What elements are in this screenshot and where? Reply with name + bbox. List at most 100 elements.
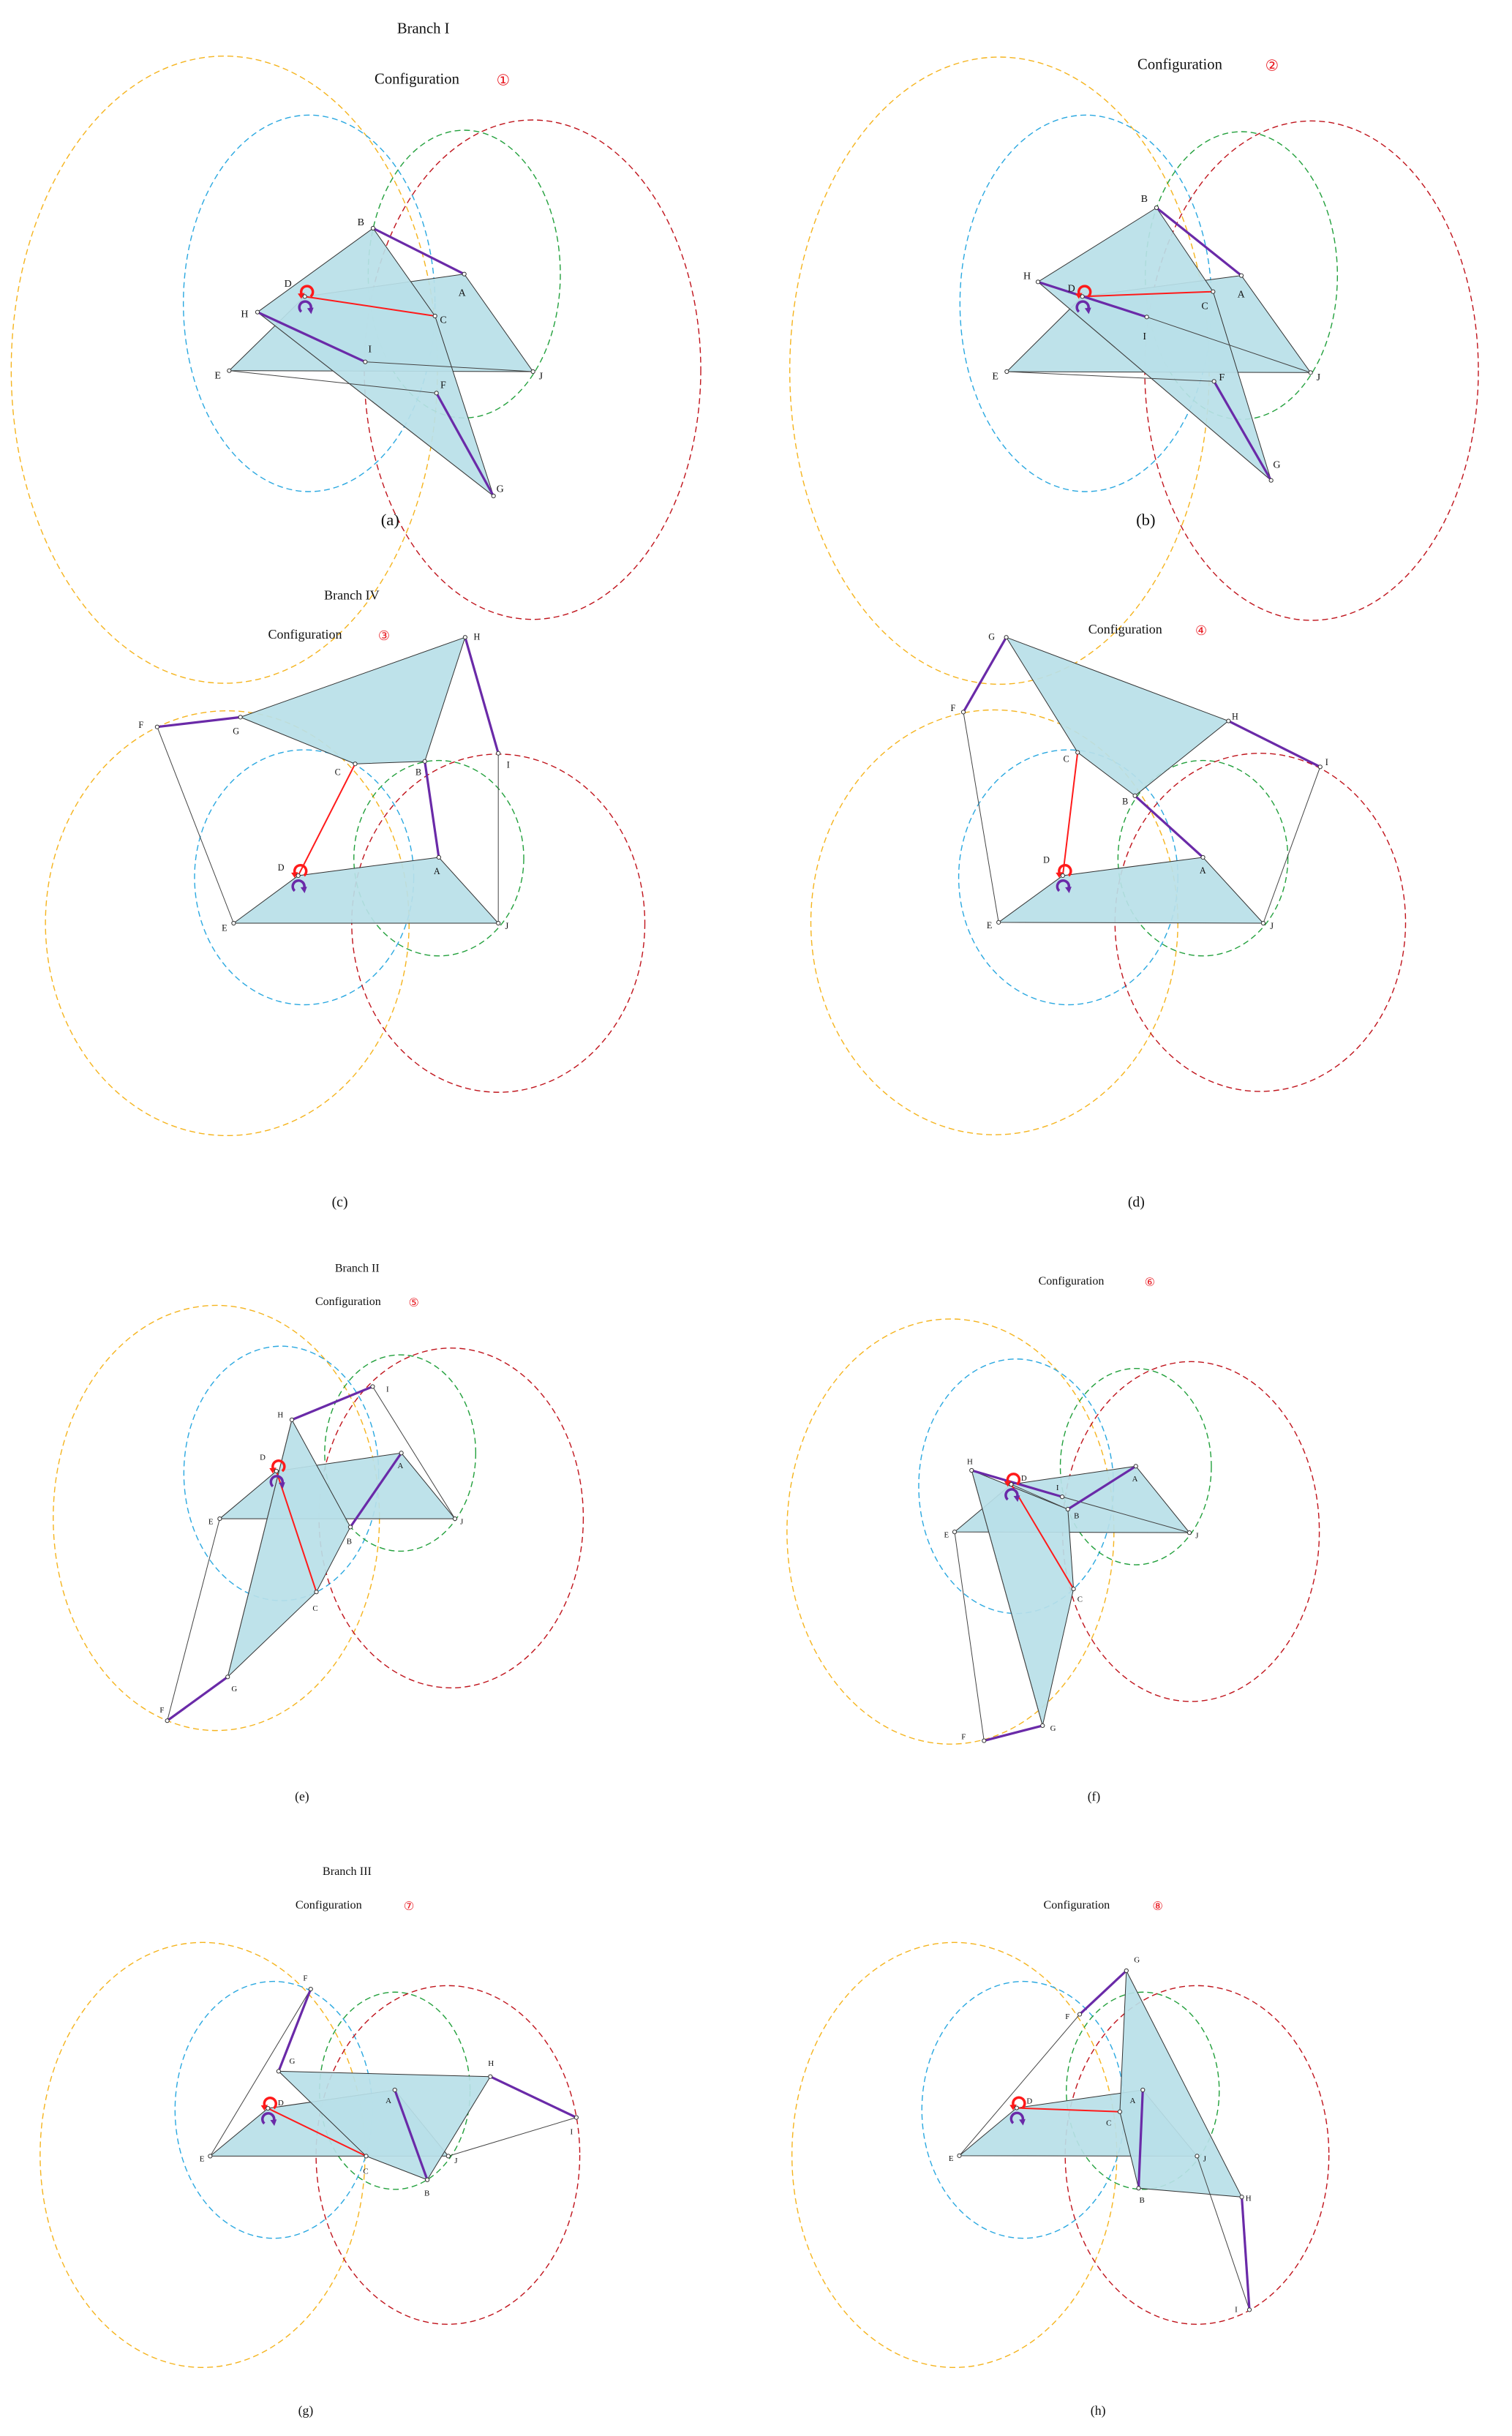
joint-label-f: F — [138, 720, 143, 730]
link-hg — [257, 312, 494, 497]
joint-e — [996, 920, 1001, 925]
joint-h — [969, 1467, 974, 1473]
joint-e — [1004, 369, 1009, 375]
configuration-number: ⑥ — [1145, 1275, 1155, 1289]
link-edaj — [232, 857, 500, 924]
binary-link-fg — [1213, 380, 1273, 481]
joint-label-f: F — [951, 703, 956, 713]
joint-j — [445, 2154, 451, 2159]
joint-label-c: C — [1077, 1595, 1083, 1604]
joint-h — [462, 635, 467, 640]
clockwise-arrowhead-icon — [1013, 1495, 1020, 1503]
workspace-circle-red — [1114, 753, 1407, 1092]
joint-d — [302, 294, 307, 299]
joint-label-a: A — [1238, 290, 1246, 301]
joint-e — [231, 920, 236, 926]
driving-link-dc — [1010, 1484, 1075, 1590]
joint-j — [1260, 920, 1266, 926]
joint-label-j: J — [1317, 372, 1321, 383]
joint-a — [1140, 2087, 1146, 2093]
joint-i — [1059, 1495, 1065, 1500]
counterclockwise-arrowhead-icon — [291, 872, 298, 879]
joint-h — [1239, 2195, 1244, 2200]
driving-link-dc — [1082, 290, 1214, 298]
joint-label-d: D — [260, 1454, 266, 1462]
joint-label-j: J — [505, 921, 508, 931]
joint-label-f: F — [1065, 2012, 1069, 2021]
joint-label-g: G — [231, 1685, 237, 1693]
joint-f — [1077, 2012, 1083, 2017]
joint-c — [1071, 1586, 1076, 1592]
joint-e — [957, 2153, 962, 2158]
joint-label-a: A — [434, 866, 440, 876]
binary-link-fg — [435, 392, 495, 497]
joint-g — [1268, 478, 1274, 483]
branch-title: Branch I — [397, 20, 450, 37]
clockwise-arrow-icon — [291, 879, 306, 892]
branch-title: Branch III — [323, 1865, 372, 1878]
joint-f — [165, 1718, 170, 1723]
counterclockwise-arrowhead-icon — [1004, 1481, 1012, 1487]
binary-link-ba — [1067, 1465, 1137, 1511]
joint-h — [1226, 718, 1231, 723]
link-ef — [1007, 371, 1214, 382]
joint-g — [1124, 1968, 1129, 1974]
joint-i — [573, 2115, 579, 2120]
joint-label-h: H — [1023, 271, 1031, 282]
joint-label-f: F — [303, 1974, 307, 1983]
joint-label-h: H — [277, 1411, 283, 1420]
clockwise-arrow-icon — [261, 2112, 276, 2125]
binary-link-fg — [962, 636, 1008, 713]
panel-caption: (e) — [295, 1789, 309, 1804]
joint-label-e: E — [208, 1517, 214, 1526]
joint-f — [960, 710, 966, 715]
link-ij — [448, 2117, 577, 2157]
joint-label-d: D — [1043, 855, 1050, 865]
joint-h — [255, 309, 260, 315]
link-ghbc — [1119, 1969, 1243, 2198]
joint-label-a: A — [1132, 1475, 1138, 1484]
joint-label-f: F — [961, 1732, 966, 1741]
binary-link-fg — [277, 1988, 312, 2072]
joint-c — [1075, 750, 1080, 755]
clockwise-arrow-icon — [1056, 879, 1071, 892]
joint-b — [347, 1525, 353, 1530]
joint-d — [1014, 2105, 1019, 2110]
joint-label-f: F — [1219, 372, 1225, 383]
configuration-title: Configuration — [1088, 622, 1162, 636]
link-ij — [1146, 316, 1311, 373]
joint-a — [399, 1451, 404, 1456]
joint-label-e: E — [222, 922, 227, 933]
joint-f — [154, 724, 159, 729]
panel-caption: (b) — [1136, 511, 1155, 529]
joint-i — [496, 751, 501, 756]
panel-caption: (f) — [1088, 1789, 1101, 1804]
link-fe — [963, 712, 999, 922]
joint-label-c: C — [335, 767, 341, 777]
configuration-number: ② — [1265, 57, 1279, 75]
counterclockwise-arrow-icon — [299, 285, 315, 298]
link-hg — [971, 1470, 1043, 1726]
joint-j — [496, 920, 501, 926]
link-hbcg — [227, 1418, 351, 1678]
joint-label-h: H — [488, 2059, 494, 2068]
binary-link-ba — [1156, 206, 1243, 277]
link-fe — [157, 726, 234, 924]
configuration-number: ⑤ — [408, 1296, 418, 1309]
joint-c — [353, 762, 358, 767]
driving-link-dc — [275, 1470, 317, 1593]
clockwise-arrow-icon — [1075, 300, 1090, 313]
joint-label-h: H — [474, 632, 481, 642]
branch-title: Branch IV — [324, 587, 379, 602]
joint-f — [1211, 379, 1216, 384]
joint-b — [1154, 205, 1159, 211]
workspace-circle-red — [364, 119, 702, 620]
joint-label-b: B — [424, 2189, 429, 2198]
link-hbcg — [971, 1470, 1075, 1726]
panel-caption: (g) — [298, 2403, 314, 2418]
configuration-number: ④ — [1195, 623, 1207, 639]
joint-label-d: D — [285, 279, 292, 290]
binary-link-hi — [1227, 720, 1321, 768]
joint-d — [266, 2105, 271, 2111]
